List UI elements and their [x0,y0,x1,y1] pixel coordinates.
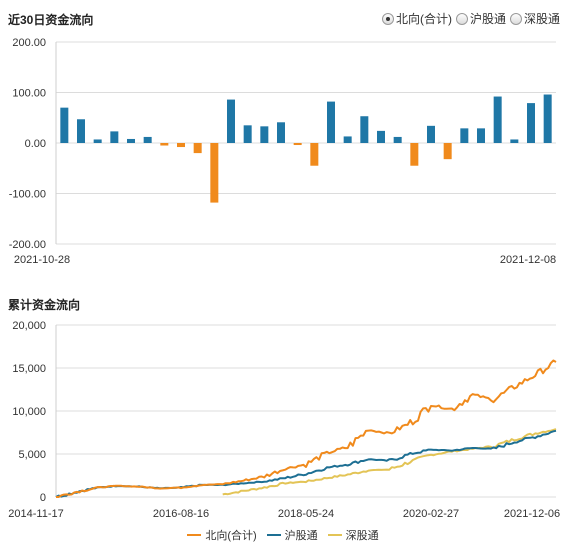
bar-chart-bar [393,136,402,143]
market-selector: 北向(合计) 沪股通 深股通 [382,10,560,27]
bar-chart-bar [243,125,252,143]
bar-chart-bar [543,94,552,143]
radio-shenzhen-connect-label: 深股通 [524,12,561,26]
bar-chart-bar [260,126,269,143]
bar-chart-bar [443,143,452,160]
line-chart-x-tick-label: 2016-08-16 [153,508,209,520]
bar-chart-bar [210,143,219,203]
bar-chart-bar [377,130,385,143]
legend-item-shanghai[interactable]: 沪股通 [266,527,318,543]
bar-chart-bar [160,143,169,146]
bar-chart-bar [510,139,519,143]
bar-chart-bar [427,125,435,143]
line-chart-y-tick-label: 10,000 [12,406,46,418]
bar-chart-y-tick-label: -100.00 [9,189,46,201]
cumulative-flow-title: 累计资金流向 [8,298,81,312]
line-chart-y-tick-label: 0 [40,492,46,504]
bar-chart-y-tick-label: 200.00 [12,37,46,49]
radio-shanghai-connect[interactable]: 沪股通 [456,10,506,27]
radio-unselected-icon [510,12,523,25]
bar-chart-bar [127,138,135,143]
bar-chart-y-tick-label: 100.00 [12,88,46,100]
bar-chart-x-tick-label: 2021-12-08 [500,254,556,266]
bar-chart-bar [60,107,69,143]
line-chart-x-tick-label: 2021-12-06 [504,508,560,520]
legend-swatch-shanghai [266,534,281,536]
radio-north-total-label: 北向(合计) [396,12,452,26]
chart-legend: 北向(合计) 沪股通 深股通 [0,527,566,543]
bar-chart-bar [527,103,535,143]
bar-chart-bar [327,101,335,143]
recent-30-day-title: 近30日资金流向 [8,13,94,27]
bar-chart-bar [177,143,185,148]
bar-chart-bar [410,143,419,166]
bar-chart-bar [360,116,369,143]
line-chart-x-tick-label: 2020-02-27 [403,508,459,520]
line-chart-y-tick-label: 5,000 [18,449,46,461]
radio-shenzhen-connect[interactable]: 深股通 [510,10,560,27]
radio-unselected-icon [456,12,468,25]
bar-chart-x-tick-label: 2021-10-28 [14,254,70,266]
legend-item-shenzhen[interactable]: 深股通 [327,527,379,543]
line-chart-y-tick-label: 20,000 [12,320,46,332]
bar-chart-bar [277,122,285,143]
legend-swatch-shenzhen [327,534,342,536]
bar-chart-bar [93,139,102,143]
bar-chart-bar [310,143,319,166]
radio-north-total[interactable]: 北向(合计) [382,10,452,27]
line-chart-y-tick-label: 15,000 [12,363,46,375]
legend-label-north: 北向(合计) [205,530,257,542]
bar-chart-bar [193,143,202,154]
bar-chart-bar [110,131,119,143]
bar-chart-bar [477,128,485,143]
line-series-shenzhen [222,428,557,496]
line-chart-x-tick-label: 2018-05-24 [278,508,334,520]
line-series-north [56,359,557,498]
bar-chart-bar [143,136,152,143]
legend-swatch-north [187,534,202,536]
radio-selected-icon [382,12,394,25]
legend-item-north[interactable]: 北向(合计) [187,527,257,543]
bar-chart-bar [293,143,302,146]
bar-chart-bar [460,128,469,143]
bar-chart-y-tick-label: 0.00 [25,138,46,150]
radio-shanghai-connect-label: 沪股通 [470,12,507,26]
legend-label-shanghai: 沪股通 [284,530,318,542]
bar-chart-bar [493,96,502,143]
bar-chart-bar [77,119,85,143]
line-chart-x-tick-label: 2014-11-17 [8,508,63,520]
bar-chart-bar [343,136,352,143]
legend-label-shenzhen: 深股通 [345,530,379,542]
bar-chart-y-tick-label: -200.00 [9,239,46,251]
bar-chart-bar [227,99,235,143]
